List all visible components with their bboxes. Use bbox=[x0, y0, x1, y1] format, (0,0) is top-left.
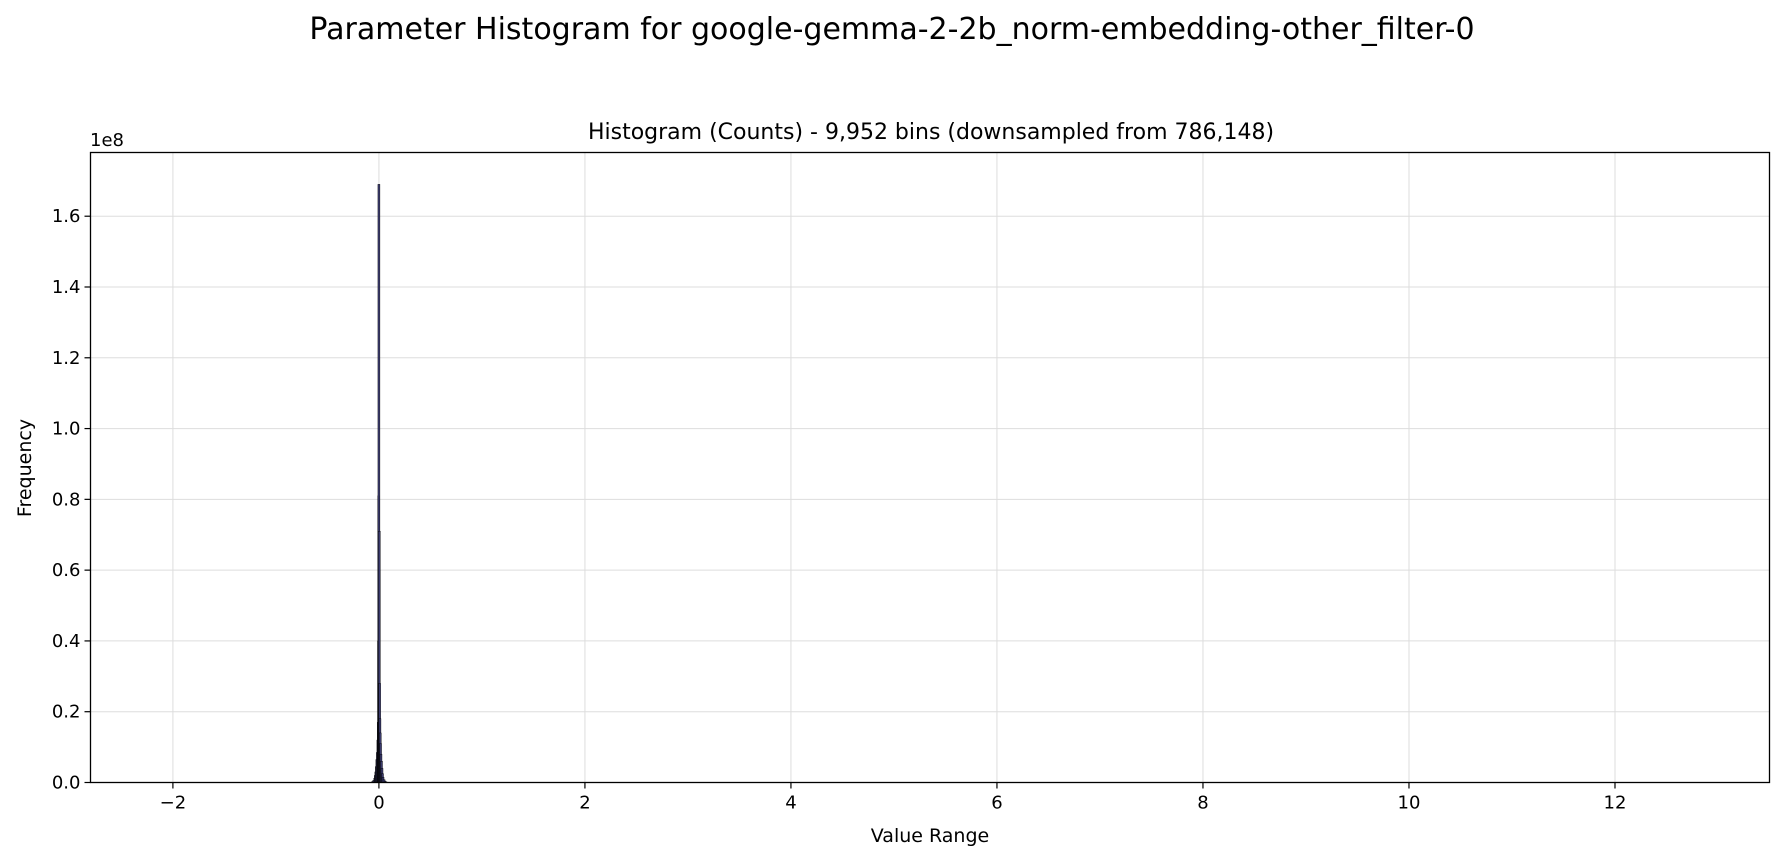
x-axis-label: Value Range bbox=[871, 825, 989, 847]
x-tick-label: 10 bbox=[1398, 793, 1421, 814]
y-axis-offset-label: 1e8 bbox=[90, 130, 124, 151]
x-tick-label: 6 bbox=[991, 793, 1002, 814]
y-tick-label: 1.2 bbox=[52, 348, 81, 369]
chart-title: Histogram (Counts) - 9,952 bins (downsam… bbox=[588, 120, 1274, 145]
y-tick-label: 1.6 bbox=[52, 206, 81, 227]
y-tick-label: 1.4 bbox=[52, 277, 81, 298]
y-axis-ticks: 0.0 0.2 0.4 0.6 0.8 1.0 1.2 1.4 1.6 bbox=[52, 206, 91, 794]
x-axis-ticks: −2 0 2 4 6 8 10 12 bbox=[160, 782, 1627, 814]
x-tick-label: 2 bbox=[579, 793, 590, 814]
histogram-bars bbox=[371, 184, 388, 783]
y-tick-label: 1.0 bbox=[52, 419, 81, 440]
y-tick-label: 0.0 bbox=[52, 773, 81, 794]
y-tick-label: 0.8 bbox=[52, 489, 81, 510]
x-tick-label: 8 bbox=[1197, 793, 1208, 814]
plot-area-frame bbox=[89, 151, 1771, 784]
figure-suptitle: Parameter Histogram for google-gemma-2-2… bbox=[309, 12, 1474, 47]
x-tick-label: 12 bbox=[1604, 793, 1627, 814]
y-tick-label: 0.4 bbox=[52, 631, 81, 652]
y-axis-label: Frequency bbox=[14, 419, 36, 517]
x-tick-label: 0 bbox=[373, 793, 384, 814]
x-tick-label: −2 bbox=[160, 793, 187, 814]
x-tick-label: 4 bbox=[785, 793, 796, 814]
y-tick-label: 0.6 bbox=[52, 560, 81, 581]
grid-lines bbox=[90, 152, 1770, 783]
y-tick-label: 0.2 bbox=[52, 702, 81, 723]
